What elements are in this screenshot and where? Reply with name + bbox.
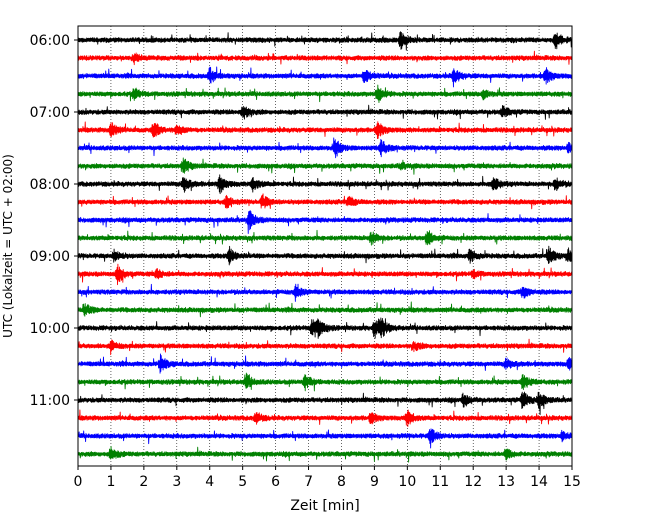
y-tick-label: 11:00 [30, 393, 70, 409]
x-tick-label: 6 [271, 474, 280, 490]
trace-1145 [77, 446, 573, 463]
x-tick-label: 7 [304, 474, 313, 490]
trace-0600 [77, 31, 573, 51]
y-tick-label: 09:00 [30, 249, 70, 265]
trace-0645 [77, 84, 573, 103]
trace-0700 [77, 104, 573, 120]
x-tick-label: 11 [431, 474, 449, 490]
trace-1015 [77, 338, 573, 356]
y-axis-label: UTC (Lokalzeit = UTC + 02:00) [1, 154, 15, 338]
x-tick-label: 5 [238, 474, 247, 490]
y-tick-label: 06:00 [30, 33, 70, 49]
trace-1000 [77, 317, 573, 339]
trace-0945 [77, 301, 573, 318]
trace-0900 [77, 245, 573, 266]
trace-1130 [77, 428, 573, 449]
trace-0730 [77, 137, 573, 159]
trace-0915 [77, 263, 573, 286]
seismic-traces [77, 31, 573, 463]
x-tick-label: 2 [139, 474, 148, 490]
x-tick-label: 13 [497, 474, 515, 490]
y-tick-label: 10:00 [30, 321, 70, 337]
x-tick-label: 0 [74, 474, 83, 490]
trace-0630 [77, 66, 573, 88]
x-axis-ticks: 0 1 2 3 4 5 6 7 8 9 10 11 12 13 14 15 [74, 466, 581, 490]
plot-area [78, 26, 572, 466]
trace-0800 [77, 174, 573, 195]
x-tick-label: 8 [337, 474, 346, 490]
vertical-gridlines [110, 26, 540, 466]
trace-0830 [77, 210, 573, 234]
trace-1100 [77, 391, 573, 416]
trace-0615 [77, 50, 573, 66]
x-tick-label: 4 [205, 474, 214, 490]
y-axis-ticks: 06:00 07:00 08:00 09:00 10:00 11:00 [30, 33, 78, 409]
trace-1115 [77, 409, 573, 427]
trace-0845 [77, 229, 573, 246]
x-tick-label: 15 [563, 474, 581, 490]
x-tick-label: 10 [398, 474, 416, 490]
x-tick-label: 1 [106, 474, 115, 490]
y-tick-label: 07:00 [30, 105, 70, 121]
x-axis-label: Zeit [min] [290, 498, 359, 514]
trace-0745 [77, 157, 573, 175]
plot-border [77, 25, 573, 467]
y-tick-label: 08:00 [30, 177, 70, 193]
trace-1030 [77, 353, 573, 374]
x-tick-label: 12 [464, 474, 482, 490]
trace-0930 [77, 283, 573, 302]
trace-1045 [77, 372, 573, 392]
x-tick-label: 14 [530, 474, 548, 490]
x-tick-label: 3 [172, 474, 181, 490]
x-tick-label: 9 [370, 474, 379, 490]
trace-0715 [77, 121, 573, 140]
trace-0815 [77, 193, 573, 210]
